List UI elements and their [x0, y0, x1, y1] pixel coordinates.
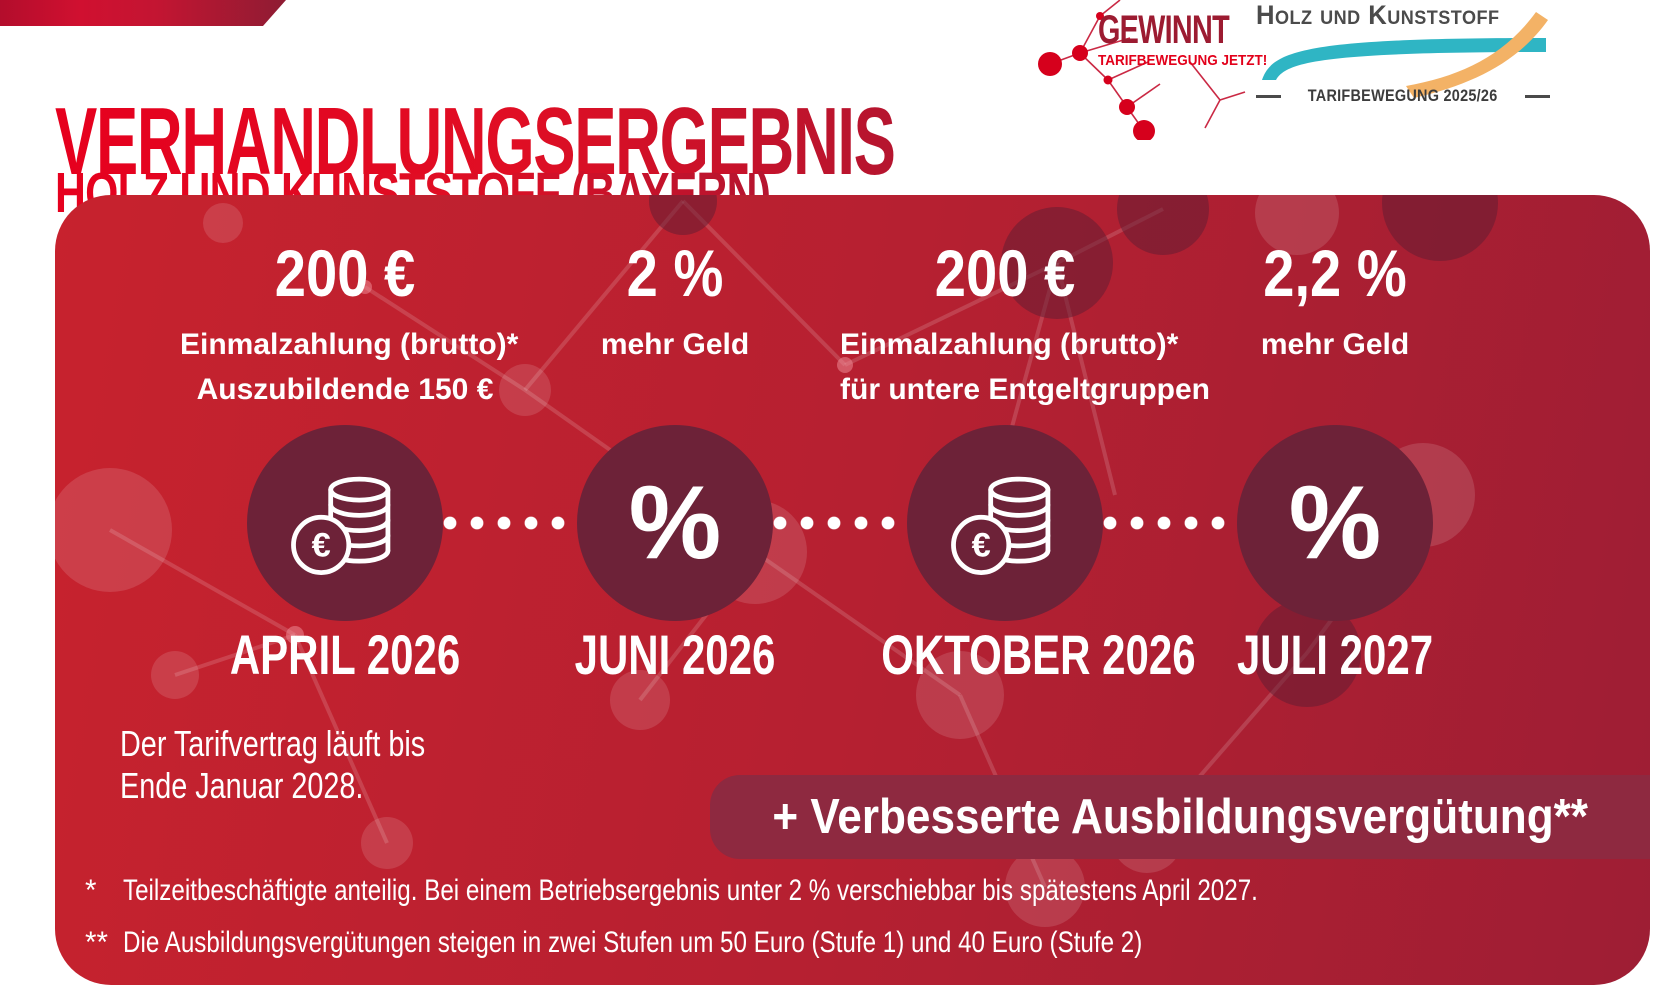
footnotes: * Teilzeitbeschäftigte anteilig. Bei ein… [85, 873, 1625, 977]
orange-swoosh [1406, 12, 1548, 98]
gewinnt-title: GEWINNT [1098, 8, 1230, 52]
dates-row: APRIL 2026 JUNI 2026 OKTOBER 2026 JULI 2… [55, 627, 1650, 683]
amount-desc: mehr Geld [600, 328, 750, 361]
euro-coins-icon: € [951, 476, 1051, 575]
gewinnt-subtitle: TARIFBEWEGUNG JETZT! [1098, 52, 1268, 69]
page-title: VERHANDLUNGSERGEBNIS [55, 94, 1327, 190]
amount-desc: Einmalzahlung (brutto)* [840, 328, 1179, 361]
timeline-item-2-header: 2 % mehr Geld [510, 240, 840, 412]
amounts-row: 200 € Einmalzahlung (brutto)* Auszubilden… [55, 240, 1650, 412]
amount-value: 200 € [274, 236, 416, 310]
amount-desc: für untere Entgeltgruppen [840, 373, 1210, 406]
teal-swoosh [1262, 38, 1546, 80]
footnote-text: Teilzeitbeschäftigte anteilig. Bei einem… [123, 874, 1258, 907]
timeline-date-4: JULI 2027 [1236, 623, 1434, 686]
timeline-node-2: % [577, 425, 773, 621]
timeline-item-3-header: 200 € Einmalzahlung (brutto)* für untere … [840, 236, 1210, 412]
icons-row: € % € % [55, 425, 1650, 621]
euro-symbol: € [312, 526, 331, 564]
campaign-title: Holz und Kunststoff [1256, 0, 1500, 30]
percent-icon: % [1288, 465, 1382, 581]
timeline-item-1-header: 200 € Einmalzahlung (brutto)* Auszubilden… [180, 236, 519, 412]
corner-banner [0, 0, 286, 26]
timeline-node-1: € [247, 425, 443, 621]
swoosh-icon [1262, 12, 1548, 98]
footnote-marker: * [85, 874, 97, 907]
amount-value: 2,2 % [1263, 236, 1407, 310]
highlight-box: + Verbesserte Ausbildungsvergütung** [710, 775, 1650, 859]
footnote-1: * Teilzeitbeschäftigte anteilig. Bei ein… [85, 873, 1625, 909]
page-title-text: VERHANDLUNGSERGEBNIS [55, 88, 896, 196]
dash-left [1256, 94, 1282, 98]
amount-value: 200 € [934, 236, 1076, 310]
contract-note-line2: Ende Januar 2028. [120, 765, 364, 807]
network-dots-icon [1038, 0, 1246, 140]
result-panel: 200 € Einmalzahlung (brutto)* Auszubilden… [55, 195, 1650, 985]
footnote-2: ** Die Ausbildungsvergütungen steigen in… [85, 925, 1625, 961]
gewinnt-logo-text: GEWINNT TARIFBEWEGUNG JETZT! [1098, 10, 1286, 68]
timeline-item-4-header: 2,2 % mehr Geld [1170, 240, 1500, 412]
highlight-label: + Verbesserte Ausbildungsvergütung** [772, 790, 1588, 844]
campaign-subtitle-row: TARIFBEWEGUNG 2025/26 [1256, 86, 1550, 106]
campaign-subtitle: TARIFBEWEGUNG 2025/26 [1308, 86, 1498, 105]
dotted-connector [773, 516, 907, 530]
amount-desc: Auszubildende 150 € [196, 373, 494, 406]
timeline-date-1: APRIL 2026 [229, 623, 461, 686]
contract-note-line1: Der Tarifvertrag läuft bis [120, 723, 426, 764]
dash-right [1524, 94, 1550, 98]
amount-value: 2 % [626, 236, 724, 310]
euro-coins-icon: € [291, 476, 391, 575]
dotted-connector [443, 516, 577, 530]
timeline-date-3: OKTOBER 2026 [881, 623, 1196, 686]
timeline-node-4: % [1237, 425, 1433, 621]
amount-desc: mehr Geld [1260, 328, 1410, 361]
euro-symbol: € [972, 526, 991, 564]
campaign-logo: Holz und Kunststoff TARIFBEWEGUNG 2025/2… [1256, 2, 1550, 110]
footnote-marker: ** [85, 925, 108, 959]
gewinnt-logo: GEWINNT TARIFBEWEGUNG JETZT! [1030, 0, 1267, 140]
percent-icon: % [628, 465, 722, 581]
dotted-connector [1103, 516, 1237, 530]
timeline-node-3: € [907, 425, 1103, 621]
contract-note: Der Tarifvertrag läuft bis Ende Januar 2… [120, 723, 501, 808]
footnote-text: Die Ausbildungsvergütungen steigen in zw… [123, 925, 1143, 959]
amount-desc: Einmalzahlung (brutto)* [180, 328, 519, 361]
timeline-date-2: JUNI 2026 [574, 623, 776, 686]
